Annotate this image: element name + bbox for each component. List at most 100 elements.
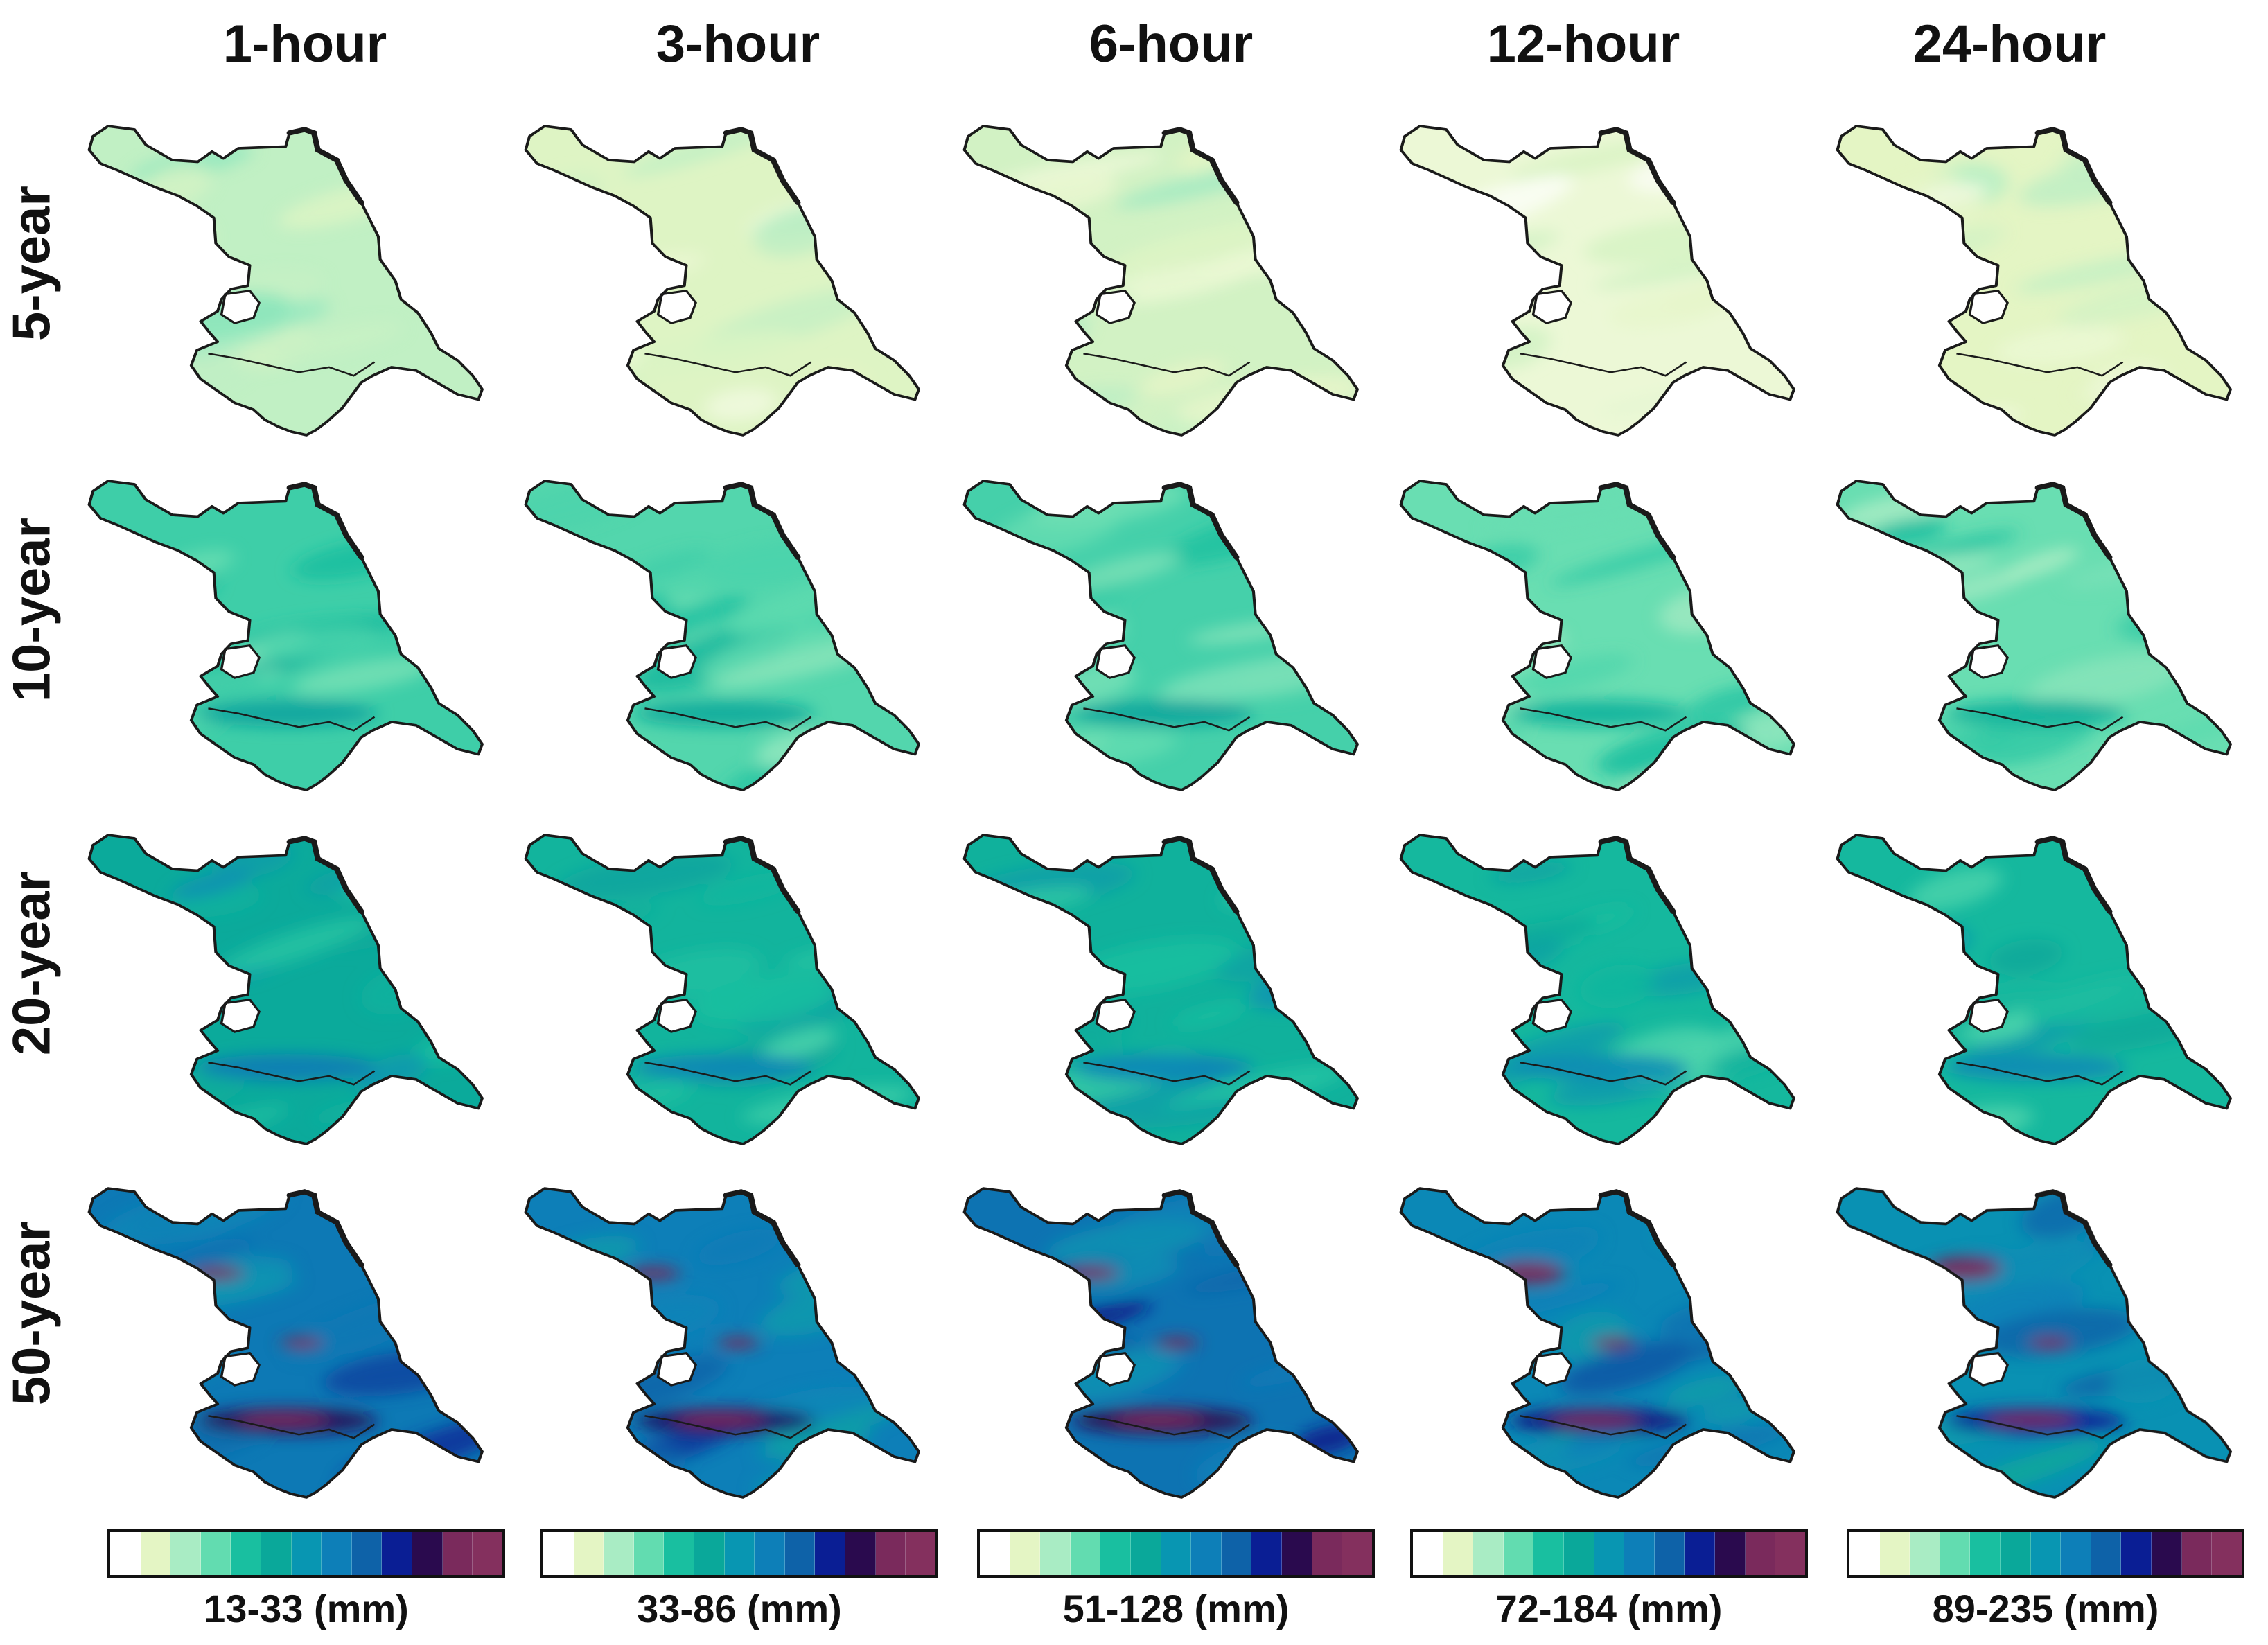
rainfall-hotspot <box>281 1337 323 1349</box>
rainfall-band <box>1559 1340 1696 1396</box>
colorbar-swatch <box>2181 1532 2213 1575</box>
colorbar-swatch <box>2030 1532 2062 1575</box>
rainfall-band <box>1491 861 1572 883</box>
colorbar-swatch <box>1624 1532 1655 1575</box>
rainfall-band <box>1665 1375 1743 1407</box>
rainfall-hotspot <box>717 1337 759 1349</box>
rainfall-band <box>1292 958 1357 1000</box>
rainfall-band <box>1066 552 1181 590</box>
coastline <box>1598 482 1676 560</box>
rainfall-band <box>1658 1188 1794 1249</box>
colorbar-label-6-hour: 51-128 (mm) <box>1062 1587 1290 1630</box>
colorbar-swatch <box>1715 1532 1746 1575</box>
rainfall-field <box>89 126 482 435</box>
coastline <box>723 1189 801 1267</box>
column-title-1-hour: 1-hour <box>222 15 387 73</box>
river-line <box>208 707 376 732</box>
rainfall-band <box>1989 938 2064 975</box>
coastline <box>1598 1189 1676 1267</box>
colorbar-swatch <box>382 1532 413 1575</box>
colorbar-swatch <box>1910 1532 1940 1575</box>
rainfall-band <box>333 1471 423 1497</box>
colorbar-swatch <box>1413 1532 1443 1575</box>
rainfall-map <box>524 125 920 437</box>
rainfall-band-south <box>634 700 814 728</box>
coastline <box>723 482 801 560</box>
rainfall-band <box>89 1351 225 1391</box>
rainfall-field <box>89 1188 482 1497</box>
rainfall-map <box>1836 834 2232 1145</box>
rainfall-band <box>1485 495 1674 532</box>
map-10-year-3-hour <box>516 466 932 805</box>
rainfall-band <box>692 973 837 1025</box>
colorbar-swatch <box>755 1532 785 1575</box>
rainfall-map <box>1836 480 2232 791</box>
colorbar-swatch <box>291 1532 322 1575</box>
coastline <box>286 482 364 560</box>
column-title-12-hour: 12-hour <box>1486 15 1680 73</box>
rainfall-band <box>2029 653 2185 707</box>
rainfall-band <box>2002 547 2079 581</box>
rainfall-band <box>1221 870 1354 910</box>
rainfall-band <box>1272 146 1355 182</box>
rainfall-field <box>525 481 919 790</box>
rainfall-band <box>827 1256 897 1297</box>
river-line <box>644 353 812 377</box>
rainfall-field <box>89 481 482 790</box>
rainfall-band <box>1515 654 1633 695</box>
lake-hole <box>1968 290 2009 324</box>
colorbar-swatch <box>140 1532 171 1575</box>
rainfall-hotspot <box>1156 1337 1198 1349</box>
river-line <box>1956 1062 2124 1086</box>
colorbar-swatch <box>1100 1532 1132 1575</box>
river-line <box>644 1415 812 1439</box>
colorbar-3-hour <box>540 1529 938 1578</box>
colorbar-label-12-hour: 72-184 (mm) <box>1495 1587 1723 1630</box>
rainfall-map <box>962 125 1359 437</box>
river-line <box>644 1062 812 1086</box>
colorbar-swatch <box>1879 1532 1910 1575</box>
colorbar-swatch <box>664 1532 695 1575</box>
lake-hole <box>220 644 261 679</box>
rainfall-band <box>1948 1010 2100 1071</box>
rainfall-band <box>1014 631 1082 676</box>
lake-hole <box>1531 644 1572 679</box>
rainfall-band <box>1524 1226 1600 1268</box>
rainfall-band <box>1400 633 1510 680</box>
rainfall-band <box>89 651 184 693</box>
river-line <box>1956 353 2124 377</box>
colorbar-swatch <box>1654 1532 1685 1575</box>
rainfall-map <box>962 480 1359 791</box>
colorbar-swatch <box>170 1532 201 1575</box>
colorbar-swatch <box>1342 1532 1372 1575</box>
rainfall-hotspot <box>1985 1411 2077 1427</box>
rainfall-field <box>525 1188 919 1497</box>
colorbar-swatch <box>980 1532 1010 1575</box>
rainfall-band <box>541 265 611 295</box>
rainfall-field <box>964 1188 1357 1497</box>
colorbar-swatch <box>906 1532 935 1575</box>
rainfall-map <box>1399 834 1795 1145</box>
rainfall-map <box>87 1187 484 1499</box>
colorbar-swatch <box>231 1532 262 1575</box>
colorbar-swatch <box>604 1532 634 1575</box>
colorbar-label-3-hour: 33-86 (mm) <box>637 1587 842 1630</box>
colorbar-swatch <box>1564 1532 1594 1575</box>
lake-hole <box>1095 1352 1136 1387</box>
colorbar-swatch <box>1131 1532 1161 1575</box>
colorbar-swatch <box>1745 1532 1776 1575</box>
map-20-year-1-hour <box>80 820 495 1159</box>
lake-hole <box>1095 290 1136 324</box>
lake-hole <box>220 999 261 1033</box>
lake-hole <box>656 999 697 1033</box>
coastline <box>1161 836 1240 914</box>
coastline <box>1161 1189 1240 1267</box>
rainfall-band <box>353 1054 428 1093</box>
rainfall-band <box>1046 1220 1206 1266</box>
coastline <box>286 836 364 914</box>
coastline <box>2034 836 2113 914</box>
rainfall-band <box>1561 1429 1626 1457</box>
rainfall-field <box>525 126 919 435</box>
rainfall-band <box>540 1450 613 1488</box>
rainfall-hotspot <box>1592 1337 1635 1349</box>
